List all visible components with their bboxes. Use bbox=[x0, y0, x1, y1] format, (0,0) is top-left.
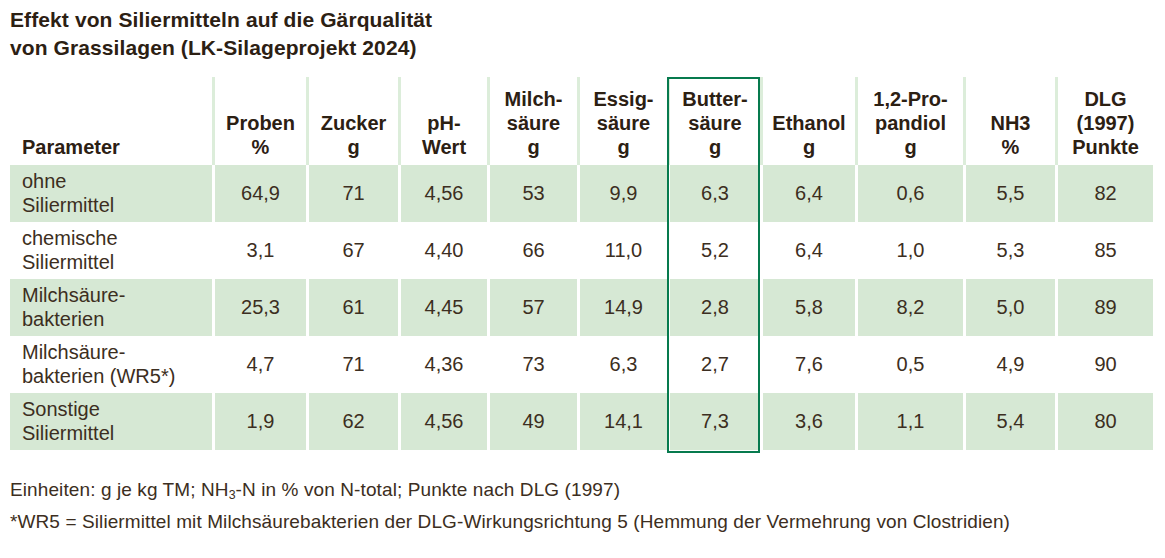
cell-value: 0,5 bbox=[855, 336, 963, 393]
cell-value: 1,1 bbox=[855, 393, 963, 450]
cell-value: 1,9 bbox=[212, 393, 306, 450]
silage-table: Parameter Proben% Zuckerg pH-Wert Milch-… bbox=[10, 77, 1153, 450]
footnote-units-pre: Einheiten: g je kg TM; NH bbox=[10, 479, 229, 500]
cell-value: 1,0 bbox=[855, 222, 963, 279]
footnote-units: Einheiten: g je kg TM; NH3-N in % von N-… bbox=[10, 474, 1157, 506]
column-header-parameter: Parameter bbox=[10, 77, 212, 165]
cell-value: 61 bbox=[306, 279, 398, 336]
cell-value: 4,40 bbox=[398, 222, 487, 279]
cell-value: 64,9 bbox=[212, 165, 306, 222]
cell-value: 4,9 bbox=[963, 336, 1055, 393]
row-label: chemischeSiliermittel bbox=[10, 222, 212, 279]
footnote-units-subscript: 3 bbox=[229, 488, 236, 502]
cell-value: 89 bbox=[1055, 279, 1153, 336]
table-row: SonstigeSiliermittel1,9624,564914,17,33,… bbox=[10, 393, 1153, 450]
column-header-zucker: Zuckerg bbox=[306, 77, 398, 165]
cell-value: 5,0 bbox=[963, 279, 1055, 336]
cell-value: 67 bbox=[306, 222, 398, 279]
cell-value: 14,9 bbox=[577, 279, 667, 336]
row-label: SonstigeSiliermittel bbox=[10, 393, 212, 450]
column-header-ethanol: Ethanolg bbox=[760, 77, 855, 165]
column-header-ph-wert: pH-Wert bbox=[398, 77, 487, 165]
page-title: Effekt von Siliermitteln auf die Gärqual… bbox=[10, 6, 1157, 63]
cell-value: 62 bbox=[306, 393, 398, 450]
cell-value: 5,5 bbox=[963, 165, 1055, 222]
cell-value: 4,45 bbox=[398, 279, 487, 336]
row-label: ohneSiliermittel bbox=[10, 165, 212, 222]
table-row: Milchsäure-bakterien (WR5*)4,7714,36736,… bbox=[10, 336, 1153, 393]
cell-value: 6,4 bbox=[760, 165, 855, 222]
cell-value: 14,1 bbox=[577, 393, 667, 450]
cell-value: 3,1 bbox=[212, 222, 306, 279]
cell-value: 71 bbox=[306, 165, 398, 222]
footnote-units-post: -N in % von N-total; Punkte nach DLG (19… bbox=[236, 479, 620, 500]
cell-value: 4,7 bbox=[212, 336, 306, 393]
cell-value: 7,6 bbox=[760, 336, 855, 393]
row-label: Milchsäure-bakterien (WR5*) bbox=[10, 336, 212, 393]
cell-value: 2,8 bbox=[667, 279, 760, 336]
cell-value: 9,9 bbox=[577, 165, 667, 222]
footnotes: Einheiten: g je kg TM; NH3-N in % von N-… bbox=[10, 474, 1157, 539]
footnote-wr5: *WR5 = Siliermittel mit Milchsäurebakter… bbox=[10, 506, 1157, 538]
table-header: Parameter Proben% Zuckerg pH-Wert Milch-… bbox=[10, 77, 1153, 165]
table-row: chemischeSiliermittel3,1674,406611,05,26… bbox=[10, 222, 1153, 279]
table-row: ohneSiliermittel64,9714,56539,96,36,40,6… bbox=[10, 165, 1153, 222]
cell-value: 66 bbox=[487, 222, 577, 279]
column-header-milchsaeure: Milch-säureg bbox=[487, 77, 577, 165]
data-table: Parameter Proben% Zuckerg pH-Wert Milch-… bbox=[10, 77, 1153, 450]
table-body: ohneSiliermittel64,9714,56539,96,36,40,6… bbox=[10, 165, 1153, 450]
cell-value: 4,56 bbox=[398, 393, 487, 450]
cell-value: 11,0 bbox=[577, 222, 667, 279]
cell-value: 7,3 bbox=[667, 393, 760, 450]
cell-value: 80 bbox=[1055, 393, 1153, 450]
table-row: Milchsäure-bakterien25,3614,455714,92,85… bbox=[10, 279, 1153, 336]
cell-value: 5,3 bbox=[963, 222, 1055, 279]
cell-value: 4,36 bbox=[398, 336, 487, 393]
cell-value: 6,3 bbox=[577, 336, 667, 393]
cell-value: 53 bbox=[487, 165, 577, 222]
cell-value: 71 bbox=[306, 336, 398, 393]
page: Effekt von Siliermitteln auf die Gärqual… bbox=[0, 0, 1165, 558]
header-row: Parameter Proben% Zuckerg pH-Wert Milch-… bbox=[10, 77, 1153, 165]
column-header-propandiol: 1,2-Pro-pandiolg bbox=[855, 77, 963, 165]
cell-value: 85 bbox=[1055, 222, 1153, 279]
cell-value: 4,56 bbox=[398, 165, 487, 222]
cell-value: 5,4 bbox=[963, 393, 1055, 450]
cell-value: 8,2 bbox=[855, 279, 963, 336]
cell-value: 2,7 bbox=[667, 336, 760, 393]
cell-value: 5,2 bbox=[667, 222, 760, 279]
row-label: Milchsäure-bakterien bbox=[10, 279, 212, 336]
cell-value: 82 bbox=[1055, 165, 1153, 222]
cell-value: 49 bbox=[487, 393, 577, 450]
column-header-essigsaeure: Essig-säureg bbox=[577, 77, 667, 165]
cell-value: 5,8 bbox=[760, 279, 855, 336]
column-header-buttersaeure: Butter-säureg bbox=[667, 77, 760, 165]
cell-value: 90 bbox=[1055, 336, 1153, 393]
cell-value: 6,3 bbox=[667, 165, 760, 222]
cell-value: 57 bbox=[487, 279, 577, 336]
cell-value: 25,3 bbox=[212, 279, 306, 336]
cell-value: 73 bbox=[487, 336, 577, 393]
column-header-dlg-punkte: DLG(1997)Punkte bbox=[1055, 77, 1153, 165]
cell-value: 6,4 bbox=[760, 222, 855, 279]
cell-value: 0,6 bbox=[855, 165, 963, 222]
column-header-nh3: NH3% bbox=[963, 77, 1055, 165]
column-header-proben: Proben% bbox=[212, 77, 306, 165]
cell-value: 3,6 bbox=[760, 393, 855, 450]
